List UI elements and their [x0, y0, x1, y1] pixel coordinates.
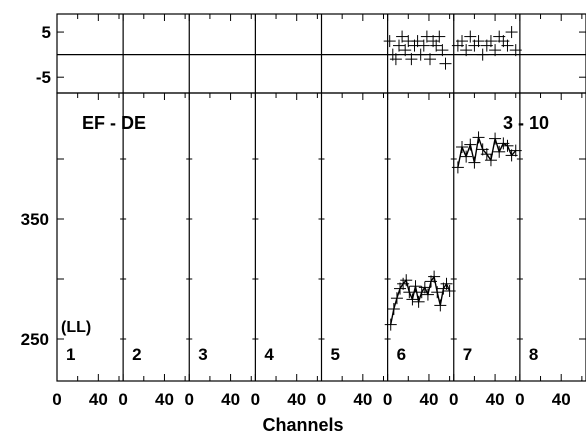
fit-line — [457, 137, 517, 168]
main-y-tick-label: 350 — [21, 210, 49, 229]
channel-number-label: 8 — [529, 345, 538, 364]
main-y-tick-label: 250 — [21, 330, 49, 349]
labels: EF - DE 3 - 10 (LL) Channels — [61, 113, 549, 435]
x-tick-label: 40 — [419, 390, 438, 409]
x-tick-label: 0 — [515, 390, 524, 409]
x-tick-label: 40 — [486, 390, 505, 409]
channel-number-label: 5 — [331, 345, 340, 364]
x-tick-label: 40 — [353, 390, 372, 409]
channel-number-label: 7 — [463, 345, 472, 364]
channel-number-label: 6 — [397, 345, 406, 364]
x-axis-label: Channels — [262, 415, 343, 435]
corner-label: (LL) — [61, 319, 91, 336]
channel-number-label: 1 — [66, 345, 75, 364]
x-tick-label: 40 — [221, 390, 240, 409]
data-points — [383, 26, 522, 331]
panel-label: EF - DE — [82, 113, 146, 133]
channel-number-label: 3 — [198, 345, 207, 364]
x-tick-label: 0 — [317, 390, 326, 409]
x-tick-label: 40 — [155, 390, 174, 409]
fit-line — [390, 274, 451, 325]
channel-number-label: 4 — [264, 345, 274, 364]
channel-number-label: 2 — [132, 345, 141, 364]
x-tick-label: 0 — [251, 390, 260, 409]
residual-y-tick-label: -5 — [36, 68, 51, 87]
x-tick-label: 0 — [52, 390, 61, 409]
x-tick-label: 0 — [185, 390, 194, 409]
residual-y-tick-label: 5 — [42, 23, 51, 42]
x-tick-label: 0 — [449, 390, 458, 409]
x-tick-label: 40 — [89, 390, 108, 409]
x-tick-label: 0 — [383, 390, 392, 409]
x-tick-label: 0 — [118, 390, 127, 409]
x-tick-label: 40 — [287, 390, 306, 409]
fit-curves — [390, 137, 517, 325]
x-tick-label: 40 — [552, 390, 571, 409]
plot-frame — [56, 13, 586, 382]
right-label: 3 - 10 — [503, 113, 549, 133]
